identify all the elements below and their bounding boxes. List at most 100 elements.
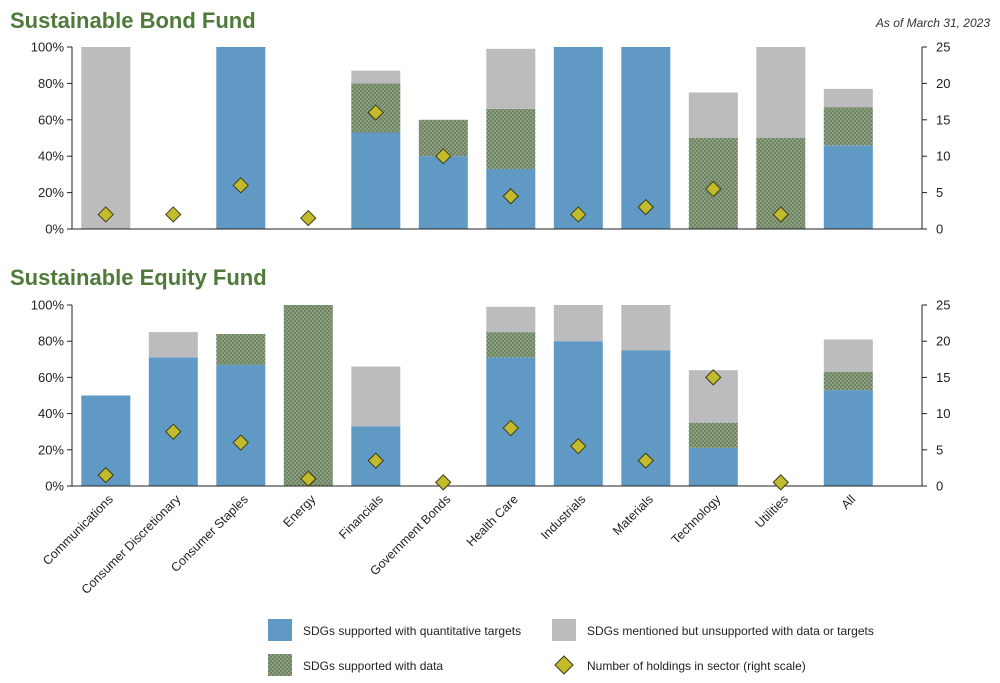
left-tick-label: 100% (31, 40, 65, 55)
quantitative-segment-9 (688, 448, 738, 486)
category-label: Utilities (752, 492, 790, 530)
legend-label-with_data: SDGs supported with data (303, 659, 443, 673)
quantitative-segment-2 (216, 47, 266, 229)
left-tick-label: 20% (38, 442, 64, 457)
mentioned-segment-1 (148, 332, 198, 358)
holdings-marker-4 (367, 452, 384, 469)
category-label: All (839, 492, 859, 512)
left-tick-label: 80% (38, 334, 64, 349)
legend-swatch-quantitative (268, 619, 292, 641)
right-tick-label: 20 (936, 334, 950, 349)
category-label: Energy (280, 492, 318, 530)
category-label: Financials (336, 492, 386, 542)
left-tick-label: 40% (38, 149, 64, 164)
with-data-segment-3 (283, 305, 333, 486)
as-of-date: As of March 31, 2023 (875, 16, 990, 30)
category-label: Technology (669, 492, 724, 547)
mentioned-segment-6 (486, 306, 536, 333)
mentioned-segment-10 (756, 47, 806, 138)
holdings-marker-8 (637, 452, 654, 469)
holdings-marker-10 (772, 474, 789, 491)
mentioned-segment-8 (621, 305, 671, 351)
holdings-marker-0 (97, 466, 114, 484)
left-tick-label: 20% (38, 185, 64, 200)
with-data-segment-6 (486, 332, 536, 358)
holdings-marker-10 (772, 206, 789, 223)
with-data-segment-2 (216, 334, 266, 365)
left-tick-label: 0% (45, 479, 64, 494)
with-data-segment-11 (823, 107, 873, 146)
right-tick-label: 10 (936, 406, 950, 421)
holdings-marker-3 (300, 470, 317, 487)
equity-fund-chart: Sustainable Equity Fund 0% 20% 40% 60% 80% 10… (10, 265, 950, 494)
holdings-marker-3 (300, 209, 317, 227)
right-tick-label: 20 (936, 76, 950, 91)
holdings-marker-4 (367, 104, 384, 121)
right-tick-label: 25 (936, 298, 950, 313)
equity-fund-title: Sustainable Equity Fund (10, 265, 267, 290)
right-tick-label: 25 (936, 40, 950, 55)
left-tick-label: 0% (45, 222, 64, 237)
category-label: Health Care (464, 492, 521, 549)
bond-fund-chart: Sustainable Bond Fund 0% 20% 40% 60% 80% 100%… (10, 8, 950, 237)
quantitative-segment-1 (148, 357, 198, 486)
left-tick-label: 100% (31, 298, 65, 313)
quantitative-segment-7 (553, 47, 603, 229)
holdings-marker-0 (97, 206, 114, 223)
holdings-marker-5 (435, 147, 452, 165)
right-tick-label: 15 (936, 370, 950, 385)
quantitative-segment-4 (351, 132, 401, 229)
left-tick-label: 60% (38, 112, 64, 127)
mentioned-segment-11 (823, 88, 873, 108)
left-tick-label: 40% (38, 406, 64, 421)
holdings-marker-9 (705, 180, 722, 198)
legend-swatch-with_data (268, 654, 292, 676)
legend: SDGs supported with quantitative targets… (268, 619, 874, 676)
right-tick-label: 0 (936, 222, 943, 237)
mentioned-segment-7 (553, 305, 603, 342)
mentioned-segment-4 (351, 70, 401, 84)
category-label: Materials (610, 492, 656, 538)
quantitative-segment-2 (216, 364, 266, 486)
right-tick-label: 15 (936, 112, 950, 127)
mentioned-segment-11 (823, 339, 873, 372)
holdings-marker-2 (232, 434, 249, 451)
holdings-marker-2 (232, 177, 249, 194)
bond-fund-title: Sustainable Bond Fund (10, 8, 256, 33)
mentioned-segment-4 (351, 366, 401, 427)
left-tick-label: 80% (38, 76, 64, 91)
with-data-segment-9 (688, 422, 738, 448)
quantitative-segment-8 (621, 47, 671, 229)
left-tick-label: 60% (38, 370, 64, 385)
holdings-marker-6 (502, 419, 519, 437)
category-label: Communications (40, 492, 116, 568)
legend-swatch-holdings (554, 655, 574, 675)
mentioned-segment-6 (486, 48, 536, 109)
right-tick-label: 10 (936, 149, 950, 164)
legend-label-quantitative: SDGs supported with quantitative targets (303, 624, 521, 638)
right-tick-label: 5 (936, 185, 943, 200)
right-tick-label: 0 (936, 479, 943, 494)
mentioned-segment-0 (81, 47, 131, 229)
holdings-marker-8 (637, 198, 654, 216)
holdings-marker-5 (435, 474, 452, 491)
mentioned-segment-9 (688, 92, 738, 138)
holdings-marker-6 (502, 188, 519, 205)
holdings-marker-7 (570, 437, 587, 455)
legend-label-mentioned: SDGs mentioned but unsupported with data… (587, 624, 874, 638)
quantitative-segment-11 (823, 145, 873, 229)
holdings-marker-7 (570, 206, 587, 223)
quantitative-segment-11 (823, 390, 873, 486)
category-label: Industrials (538, 492, 588, 542)
with-data-segment-6 (486, 108, 536, 169)
quantitative-segment-5 (418, 156, 468, 229)
holdings-marker-9 (705, 369, 722, 386)
holdings-marker-1 (165, 206, 182, 223)
with-data-segment-11 (823, 372, 873, 391)
right-tick-label: 5 (936, 442, 943, 457)
legend-label-holdings: Number of holdings in sector (right scal… (587, 659, 806, 673)
legend-swatch-mentioned (552, 619, 576, 641)
quantitative-segment-7 (553, 341, 603, 486)
